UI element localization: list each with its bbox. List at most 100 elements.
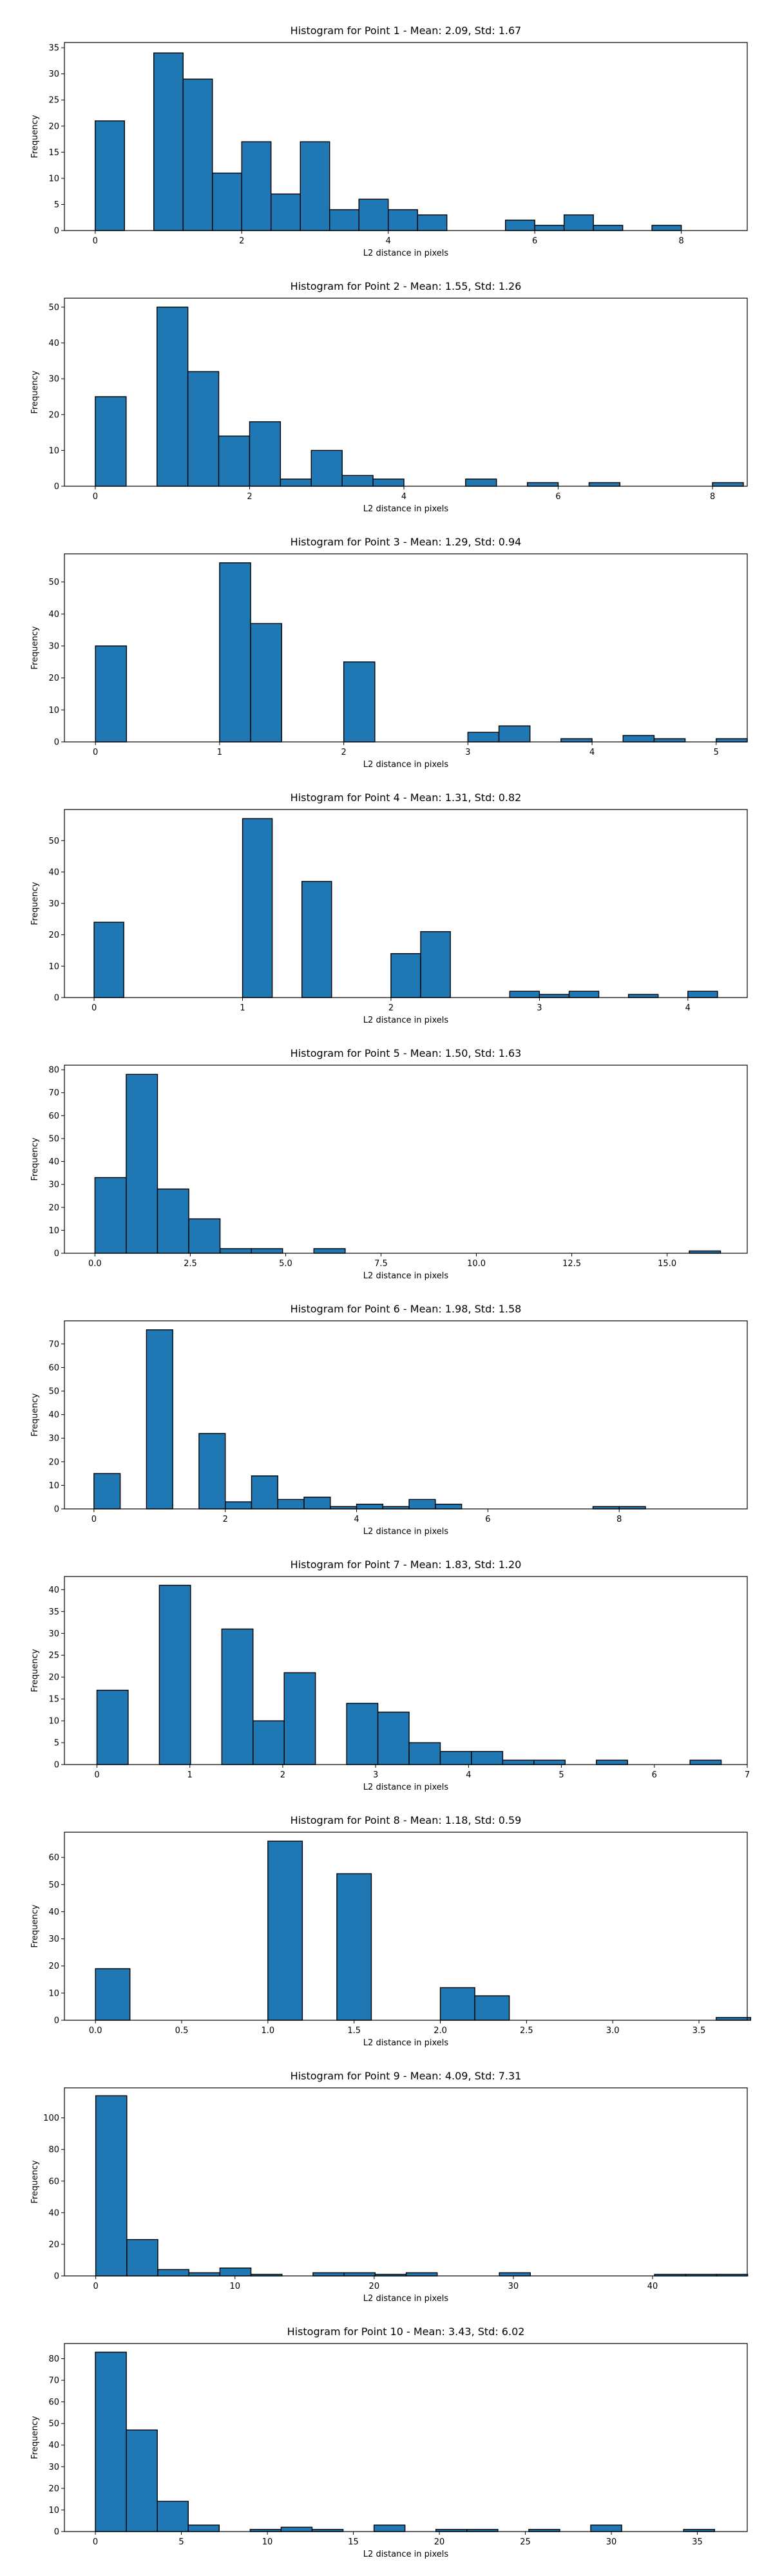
- x-tick-label: 30: [508, 2282, 519, 2291]
- histogram-bar: [590, 2524, 622, 2532]
- histogram-bar: [301, 880, 332, 998]
- histogram-bar: [153, 52, 184, 231]
- histogram-bar: [653, 738, 686, 743]
- histogram-bar: [251, 1475, 278, 1510]
- x-axis-label: L2 distance in pixels: [363, 2294, 449, 2304]
- y-tick-label: 50: [48, 578, 59, 587]
- x-axis-label: L2 distance in pixels: [363, 1783, 449, 1792]
- x-tick-label: 1.5: [347, 2026, 361, 2036]
- x-tick-label: 5: [714, 748, 719, 757]
- chart-title: Histogram for Point 1 - Mean: 2.09, Std:…: [291, 24, 522, 37]
- y-axis-label: Frequency: [30, 882, 40, 925]
- y-tick-label: 30: [48, 642, 59, 652]
- y-tick-label: 30: [48, 1180, 59, 1190]
- y-tick-label: 80: [48, 2145, 59, 2155]
- y-tick-label: 30: [48, 1935, 59, 1944]
- x-tick-label: 0: [93, 2282, 98, 2291]
- x-tick-label: 2: [388, 1003, 394, 1013]
- axes-frame: [64, 298, 748, 487]
- y-tick-label: 0: [54, 2016, 59, 2026]
- chart-title: Histogram for Point 7 - Mean: 1.83, Std:…: [291, 1558, 522, 1571]
- y-tick-label: 10: [48, 174, 59, 184]
- chart-title: Histogram for Point 10 - Mean: 3.43, Std…: [287, 2325, 525, 2338]
- histogram-bar: [539, 994, 570, 998]
- x-tick-label: 10: [229, 2282, 240, 2291]
- histogram-bar: [221, 1628, 254, 1765]
- x-tick-label: 10: [262, 2537, 273, 2547]
- histogram-bar: [187, 371, 220, 487]
- histogram-bar: [198, 1433, 226, 1510]
- x-tick-label: 25: [520, 2537, 531, 2547]
- histogram-bar: [563, 214, 594, 231]
- y-tick-label: 30: [48, 1434, 59, 1444]
- y-tick-label: 40: [48, 1410, 59, 1420]
- y-tick-label: 30: [48, 375, 59, 384]
- x-tick-label: 6: [555, 492, 560, 502]
- y-tick-label: 0: [54, 482, 59, 492]
- axes-frame: [64, 553, 748, 743]
- y-tick-label: 0: [54, 1249, 59, 1259]
- y-tick-label: 10: [48, 2506, 59, 2515]
- x-axis-label: L2 distance in pixels: [363, 1271, 449, 1281]
- x-tick-label: 2: [223, 1515, 228, 1524]
- histogram-bar: [95, 2351, 127, 2532]
- histogram-bar: [126, 2429, 158, 2532]
- y-tick-label: 20: [48, 931, 59, 940]
- y-tick-label: 20: [48, 410, 59, 420]
- x-tick-label: 0.0: [89, 2026, 102, 2036]
- histogram-bar: [534, 225, 565, 231]
- axes-frame: [64, 2343, 748, 2532]
- histogram-bar: [126, 1074, 158, 1254]
- chart-title: Histogram for Point 6 - Mean: 1.98, Std:…: [291, 1303, 522, 1315]
- y-tick-label: 40: [48, 1908, 59, 1917]
- histogram-bar: [343, 2272, 376, 2277]
- y-axis-label: Frequency: [30, 1904, 40, 1947]
- histogram-bar: [596, 1759, 628, 1765]
- histogram-bar: [651, 225, 682, 231]
- y-tick-label: 0: [54, 227, 59, 236]
- y-tick-label: 60: [48, 1363, 59, 1373]
- histogram-bar: [712, 482, 744, 487]
- y-axis-label: Frequency: [30, 115, 40, 158]
- histogram-bar: [94, 1177, 127, 1254]
- histogram-bar: [377, 1711, 410, 1765]
- x-tick-label: 10.0: [467, 1259, 486, 1269]
- histogram-bar: [253, 1720, 285, 1765]
- histogram-bar: [687, 990, 718, 998]
- histogram-bar: [95, 645, 128, 743]
- y-tick-label: 30: [48, 2463, 59, 2472]
- chart-title: Histogram for Point 2 - Mean: 1.55, Std:…: [291, 280, 522, 292]
- y-tick-label: 0: [54, 2272, 59, 2282]
- histogram-bar: [280, 478, 312, 487]
- y-tick-label: 20: [48, 1203, 59, 1213]
- x-tick-label: 0.0: [88, 1259, 102, 1269]
- x-tick-label: 20: [434, 2537, 445, 2547]
- x-tick-label: 8: [710, 492, 715, 502]
- x-tick-label: 1: [240, 1003, 245, 1013]
- histogram-bar: [283, 1672, 316, 1765]
- histogram-bar: [241, 141, 272, 231]
- histogram-bar: [533, 1759, 566, 1765]
- x-axis-label: L2 distance in pixels: [363, 2038, 449, 2048]
- histogram-bar: [95, 396, 127, 487]
- x-tick-label: 35: [692, 2537, 703, 2547]
- y-tick-label: 10: [48, 1226, 59, 1236]
- y-tick-label: 25: [48, 1651, 59, 1661]
- histogram-bar: [689, 1759, 722, 1765]
- x-tick-label: 8: [616, 1515, 622, 1524]
- y-tick-label: 40: [48, 339, 59, 348]
- x-axis-label: L2 distance in pixels: [363, 1527, 449, 1537]
- y-axis-label: Frequency: [30, 1649, 40, 1692]
- y-tick-label: 20: [48, 1673, 59, 1683]
- x-tick-label: 4: [589, 748, 595, 757]
- x-tick-label: 3: [537, 1003, 542, 1013]
- histogram-bar: [310, 450, 343, 487]
- histogram-bar: [622, 735, 655, 743]
- histogram-bar: [219, 2268, 252, 2277]
- y-tick-label: 80: [48, 2354, 59, 2364]
- x-tick-label: 0: [91, 1003, 97, 1013]
- histogram-bar: [249, 421, 282, 487]
- x-tick-label: 2: [247, 492, 252, 502]
- histogram-bar: [271, 193, 301, 231]
- y-axis-label: Frequency: [30, 370, 40, 413]
